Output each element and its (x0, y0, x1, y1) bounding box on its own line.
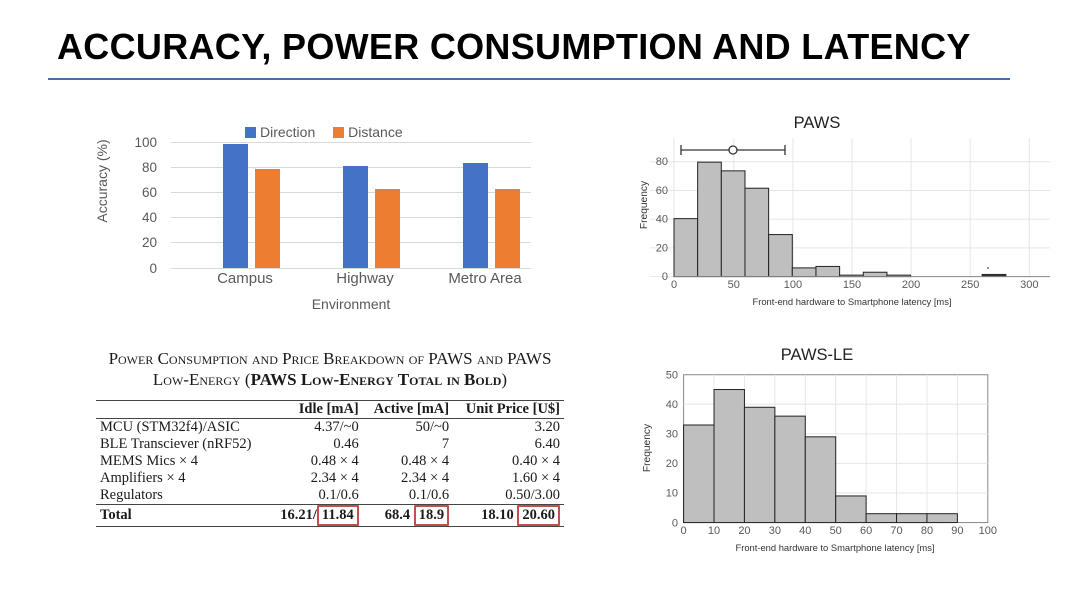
svg-text:20: 20 (656, 242, 668, 254)
svg-text:20: 20 (666, 458, 678, 470)
svg-text:20: 20 (738, 525, 750, 537)
svg-text:80: 80 (921, 525, 933, 537)
svg-text:50: 50 (728, 279, 740, 291)
svg-text:Front-end hardware to Smartpho: Front-end hardware to Smartphone latency… (735, 542, 934, 553)
svg-text:100: 100 (979, 525, 997, 537)
svg-text:Front-end hardware to Smartpho: Front-end hardware to Smartphone latency… (752, 296, 951, 307)
svg-text:60: 60 (656, 185, 668, 197)
svg-text:30: 30 (666, 429, 678, 441)
svg-text:150: 150 (843, 279, 861, 291)
svg-text:50: 50 (830, 525, 842, 537)
svg-text:300: 300 (1020, 279, 1038, 291)
svg-text:40: 40 (656, 214, 668, 226)
svg-text:50: 50 (666, 369, 678, 381)
svg-text:60: 60 (860, 525, 872, 537)
svg-text:40: 40 (799, 525, 811, 537)
svg-text:0: 0 (672, 517, 678, 529)
svg-text:Frequency: Frequency (642, 423, 653, 472)
svg-text:70: 70 (890, 525, 902, 537)
svg-text:250: 250 (961, 279, 979, 291)
svg-text:100: 100 (784, 279, 802, 291)
svg-text:Frequency: Frequency (639, 180, 650, 229)
svg-text:10: 10 (708, 525, 720, 537)
svg-text:0: 0 (662, 271, 668, 283)
svg-text:40: 40 (666, 399, 678, 411)
svg-text:90: 90 (951, 525, 963, 537)
svg-text:80: 80 (656, 156, 668, 168)
svg-text:30: 30 (769, 525, 781, 537)
svg-text:0: 0 (681, 525, 687, 537)
svg-text:0: 0 (671, 279, 677, 291)
svg-text:10: 10 (666, 488, 678, 500)
svg-text:200: 200 (902, 279, 920, 291)
